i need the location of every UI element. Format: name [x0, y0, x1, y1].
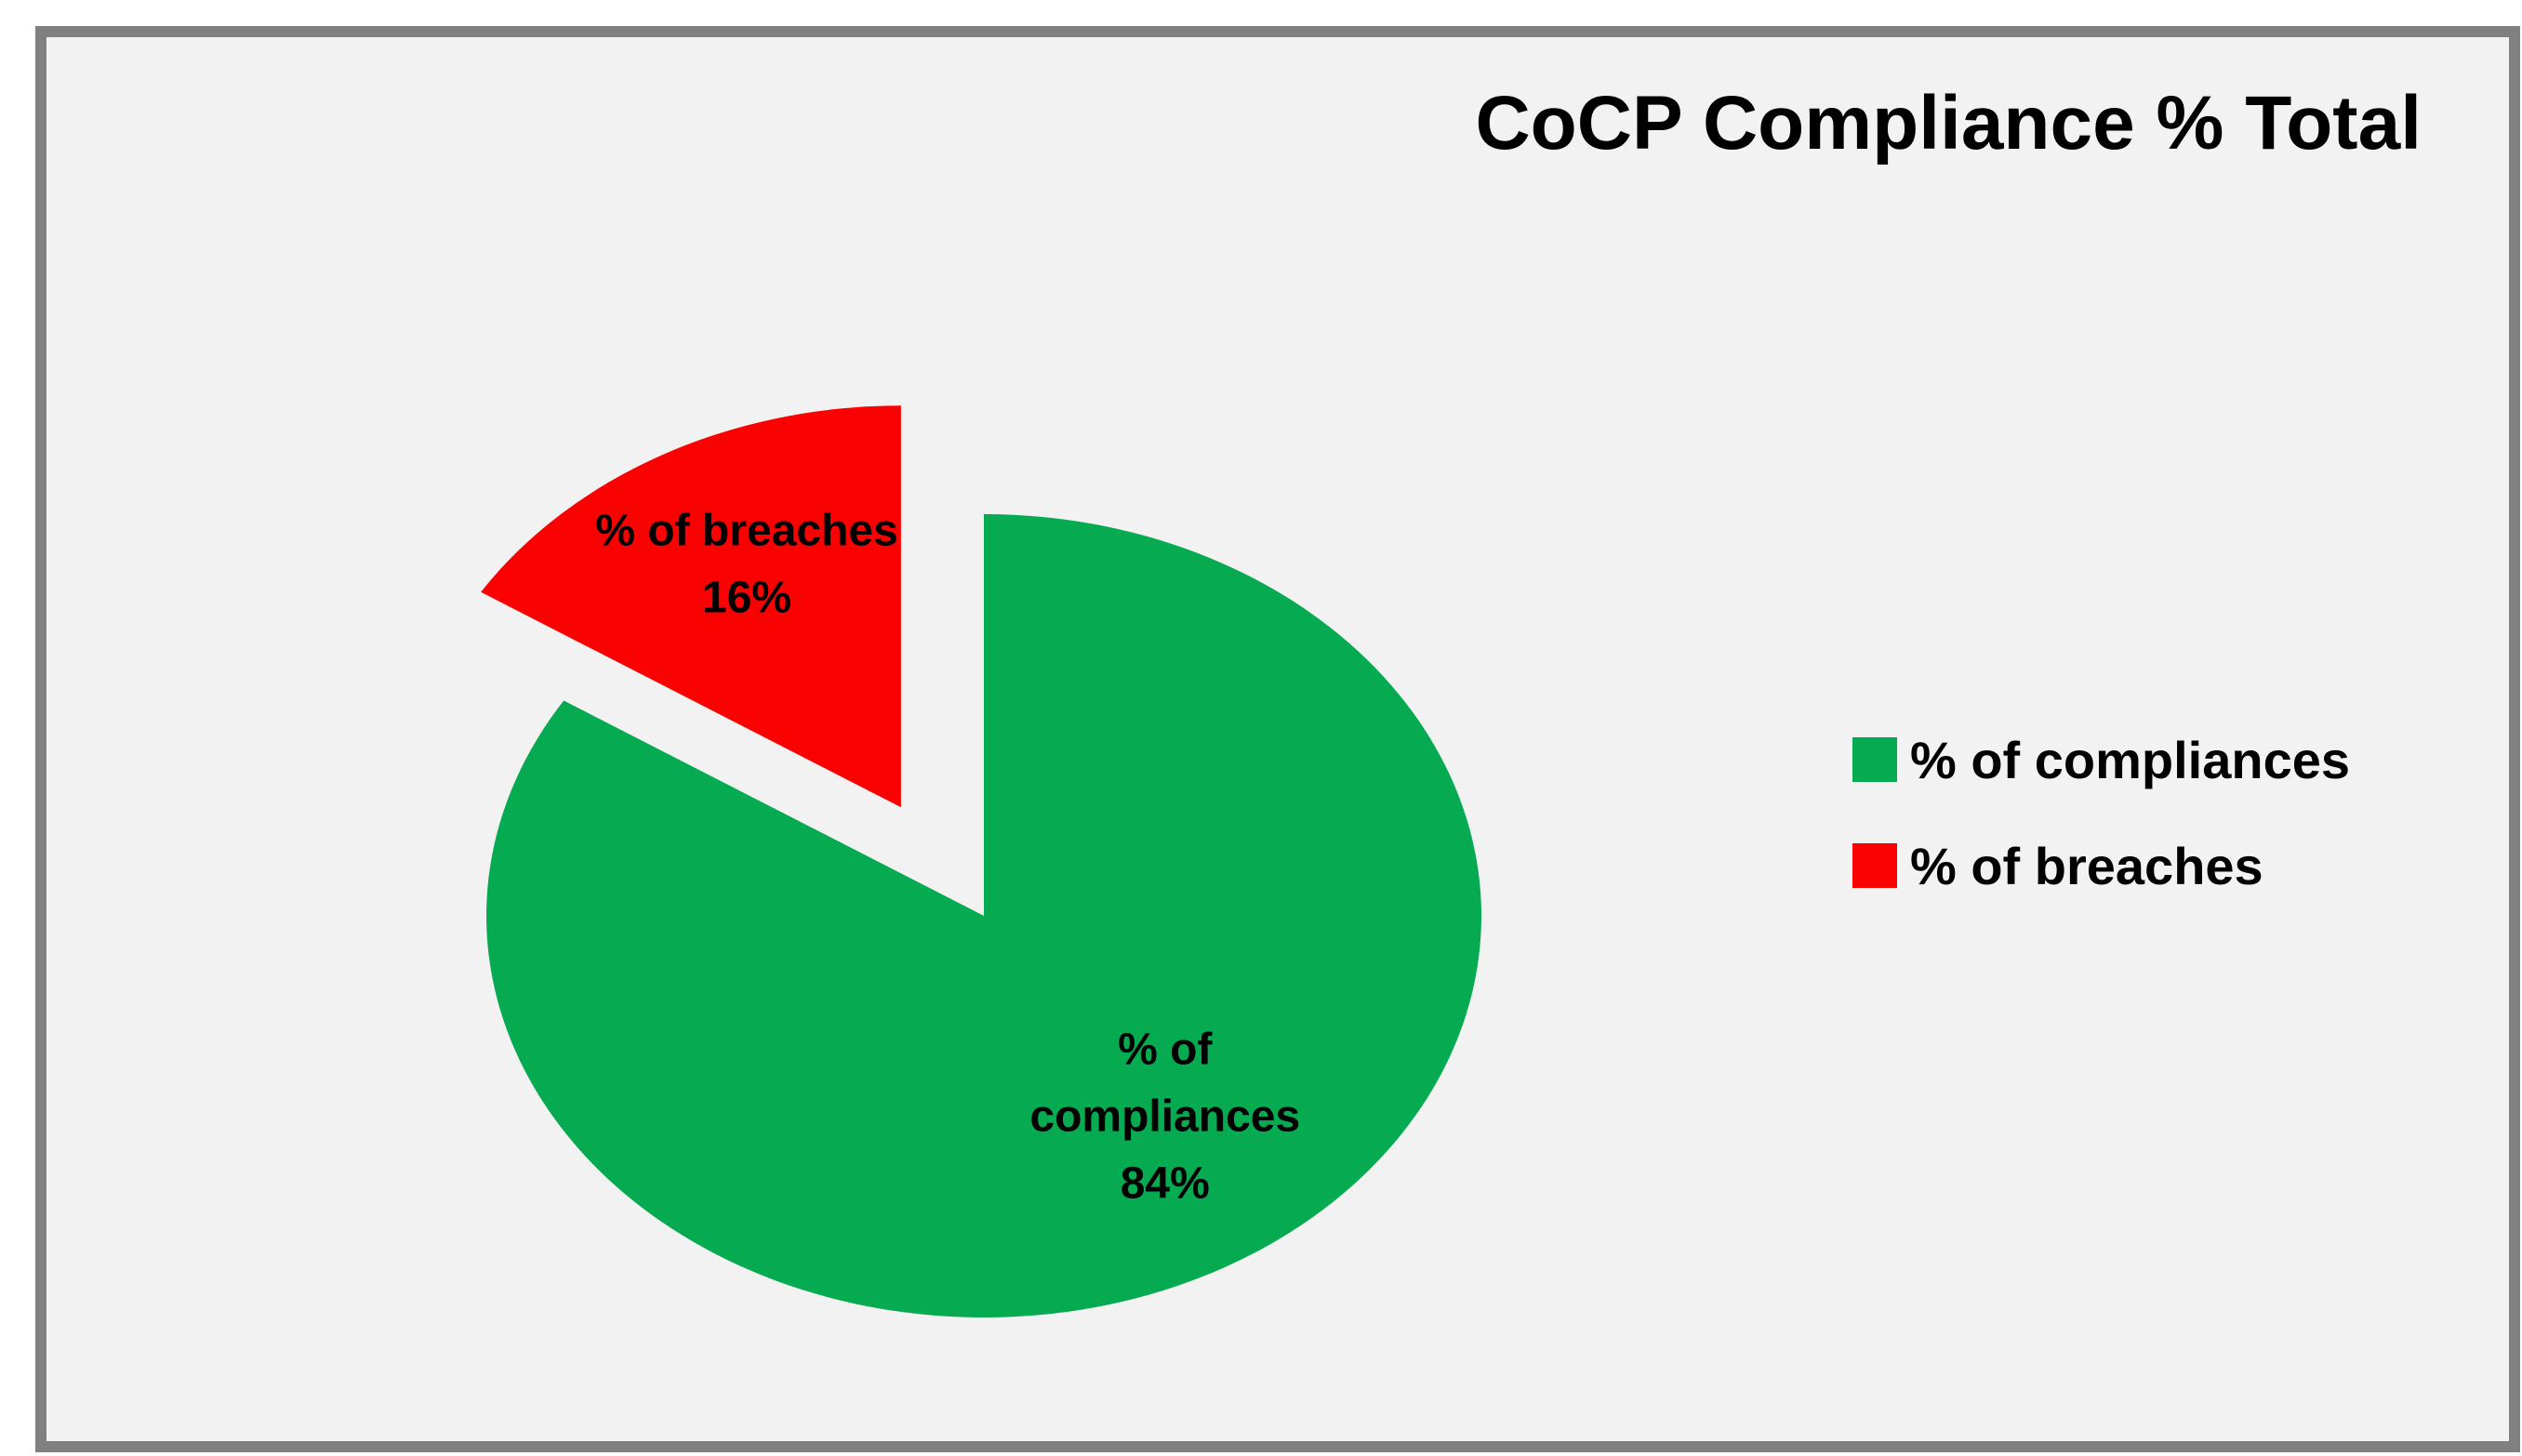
data-label-line: % of breaches	[595, 507, 897, 556]
data-label-line: 16%	[702, 574, 791, 623]
pie-slice-of-compliances	[485, 514, 1482, 1317]
data-label-line: compliances	[1029, 1092, 1300, 1141]
chart-title: CoCP Compliance % Total	[1475, 81, 2422, 165]
legend: % of compliances % of breaches	[1852, 731, 2350, 895]
legend-label-of-breaches: % of breaches	[1910, 837, 2263, 895]
slice-labels: % of compliances 84% % of breaches 16%	[595, 507, 1300, 1209]
legend-swatch-of-breaches	[1852, 843, 1897, 888]
legend-label-of-compliances: % of compliances	[1910, 731, 2350, 789]
pie-slices	[481, 405, 1482, 1317]
data-label-of-breaches: % of breaches 16%	[595, 507, 897, 623]
data-label-line: 84%	[1121, 1158, 1210, 1208]
legend-swatch-of-compliances	[1852, 737, 1897, 782]
data-label-of-compliances: % of compliances 84%	[1029, 1025, 1300, 1208]
data-label-line: % of	[1118, 1025, 1213, 1074]
pie-slice-of-breaches	[481, 405, 901, 808]
